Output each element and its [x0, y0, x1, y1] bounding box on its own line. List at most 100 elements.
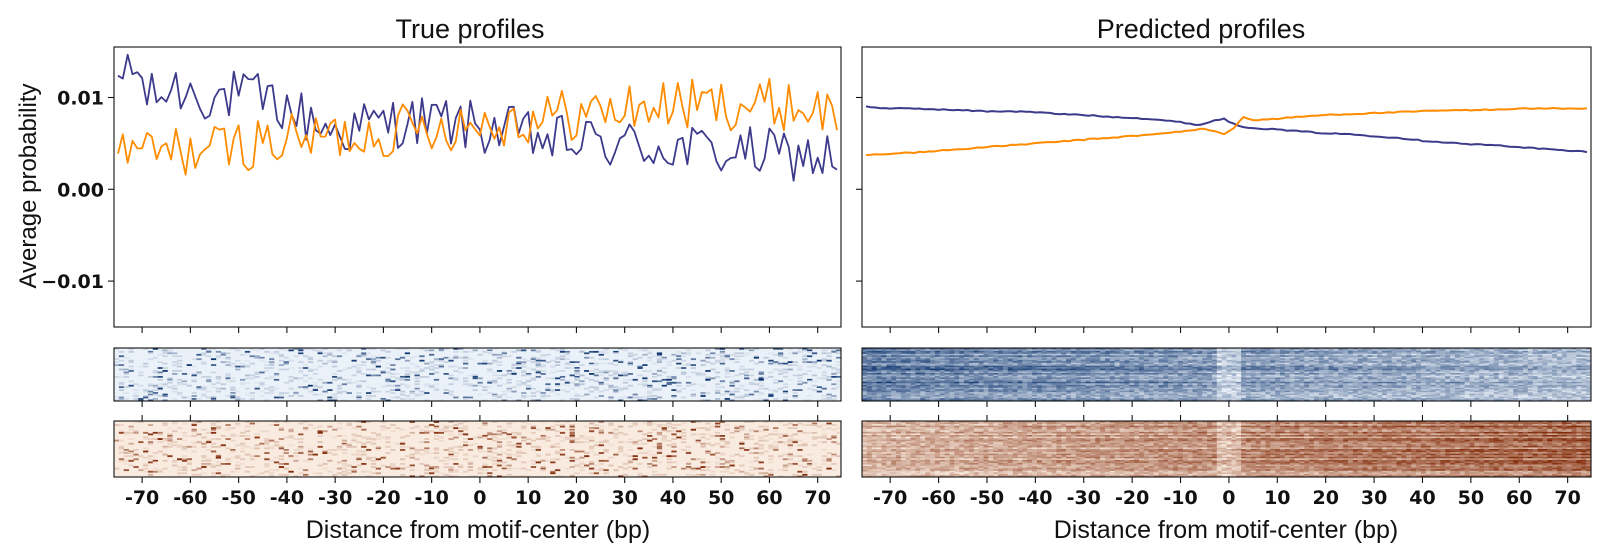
heatmap-cell: [128, 370, 134, 372]
heatmap-cell: [647, 431, 653, 434]
heatmap-cell: [826, 352, 832, 355]
heatmap-cell: [787, 444, 793, 447]
heatmap-cell: [399, 348, 406, 350]
heatmap-cell: [656, 353, 663, 356]
heatmap-cell: [361, 421, 367, 423]
heatmap-cell: [676, 350, 682, 353]
heatmap-cell: [826, 464, 832, 467]
heatmap-cell: [1036, 353, 1043, 356]
heatmap-cell: [613, 386, 619, 389]
heatmap-cell: [215, 390, 222, 393]
heatmap-cell: [588, 450, 595, 453]
heatmap-cell: [181, 373, 188, 375]
heatmap-cell: [1416, 356, 1422, 359]
heatmap-cell: [1153, 361, 1159, 364]
heatmap-cell: [516, 452, 522, 454]
heatmap-cell: [724, 367, 730, 369]
heatmap-cell: [521, 425, 527, 428]
heatmap-cell: [1163, 361, 1169, 364]
heatmap-cell: [269, 475, 275, 478]
heatmap-cell: [758, 375, 764, 378]
heatmap-cell: [1450, 362, 1456, 365]
heatmap-cell: [269, 459, 275, 462]
heatmap-cell: [1046, 350, 1052, 353]
heatmap-cell: [787, 458, 793, 461]
heatmap-cell: [661, 473, 667, 476]
heatmap-cell: [429, 362, 435, 365]
heatmap-cell: [1236, 359, 1242, 362]
heatmap-cell: [1173, 358, 1179, 361]
heatmap-cell: [1066, 361, 1072, 364]
heatmap-cell: [896, 364, 902, 366]
heatmap-cell: [1012, 353, 1018, 356]
heatmap-cell: [172, 364, 178, 366]
heatmap-cell: [1586, 348, 1592, 350]
heatmap-cell: [1012, 350, 1018, 353]
heatmap-cell: [574, 464, 580, 467]
heatmap-cell: [1173, 349, 1179, 352]
heatmap-cell: [1459, 348, 1466, 350]
heatmap-cell: [632, 424, 638, 426]
heatmap-cell: [734, 358, 740, 361]
heatmap-cell: [1299, 349, 1305, 352]
heatmap-cell: [905, 348, 911, 350]
heatmap-cell: [613, 428, 619, 431]
heatmap-cell: [1425, 356, 1432, 359]
heatmap-cell: [661, 436, 667, 439]
heatmap-cell: [521, 452, 527, 454]
heatmap-cell: [453, 445, 459, 448]
heatmap-cell: [1226, 362, 1232, 365]
heatmap-cell: [1372, 364, 1378, 366]
heatmap-cell: [492, 447, 498, 450]
heatmap-cell: [1445, 367, 1451, 369]
heatmap-cell: [647, 350, 653, 353]
heatmap-cell: [811, 422, 818, 425]
heatmap-cell: [1279, 355, 1286, 358]
heatmap-cell: [1080, 365, 1086, 368]
heatmap-cell: [1522, 368, 1529, 371]
heatmap-cell: [477, 393, 483, 396]
heatmap-cell: [811, 436, 818, 439]
heatmap-cell: [1416, 355, 1422, 358]
heatmap-cell: [983, 355, 989, 358]
heatmap-cell: [1134, 359, 1140, 362]
heatmap-cell: [1416, 359, 1422, 362]
heatmap-cell: [414, 450, 420, 453]
heatmap-cell: [492, 348, 498, 350]
heatmap-cell: [395, 387, 401, 390]
heatmap-cell: [900, 349, 907, 352]
heatmap-cell: [375, 467, 381, 470]
heatmap-cell: [1202, 353, 1208, 356]
heatmap-cell: [1542, 352, 1548, 355]
heatmap-cell: [118, 459, 125, 462]
heatmap-cell: [1454, 368, 1461, 371]
heatmap-cell: [555, 358, 561, 361]
heatmap-cell: [1338, 362, 1344, 365]
heatmap-cell: [1391, 356, 1397, 359]
heatmap-cell: [395, 358, 401, 361]
heatmap-cell: [1192, 355, 1198, 358]
heatmap-cell: [900, 370, 907, 372]
heatmap-cell: [871, 365, 877, 368]
heatmap-cell: [530, 358, 537, 361]
heatmap-cell: [419, 453, 425, 456]
heatmap-cell: [618, 361, 624, 364]
heatmap-cell: [618, 441, 624, 444]
heatmap-cell: [983, 350, 989, 353]
heatmap-cell: [535, 364, 541, 366]
heatmap-cell: [438, 358, 444, 361]
heatmap-cell: [637, 356, 643, 359]
heatmap-cell: [390, 375, 396, 378]
heatmap-cell: [429, 472, 435, 475]
heatmap-cell: [361, 470, 367, 473]
heatmap-cell: [627, 459, 633, 462]
heatmap-cell: [312, 349, 318, 352]
heatmap-cell: [1518, 364, 1524, 366]
heatmap-cell: [1056, 361, 1062, 364]
heatmap-cell: [1056, 362, 1062, 365]
heatmap-cell: [1411, 362, 1417, 365]
heatmap-cell: [201, 445, 207, 448]
heatmap-cell: [1518, 359, 1524, 362]
heatmap-cell: [1032, 361, 1038, 364]
heatmap-cell: [1085, 368, 1091, 371]
